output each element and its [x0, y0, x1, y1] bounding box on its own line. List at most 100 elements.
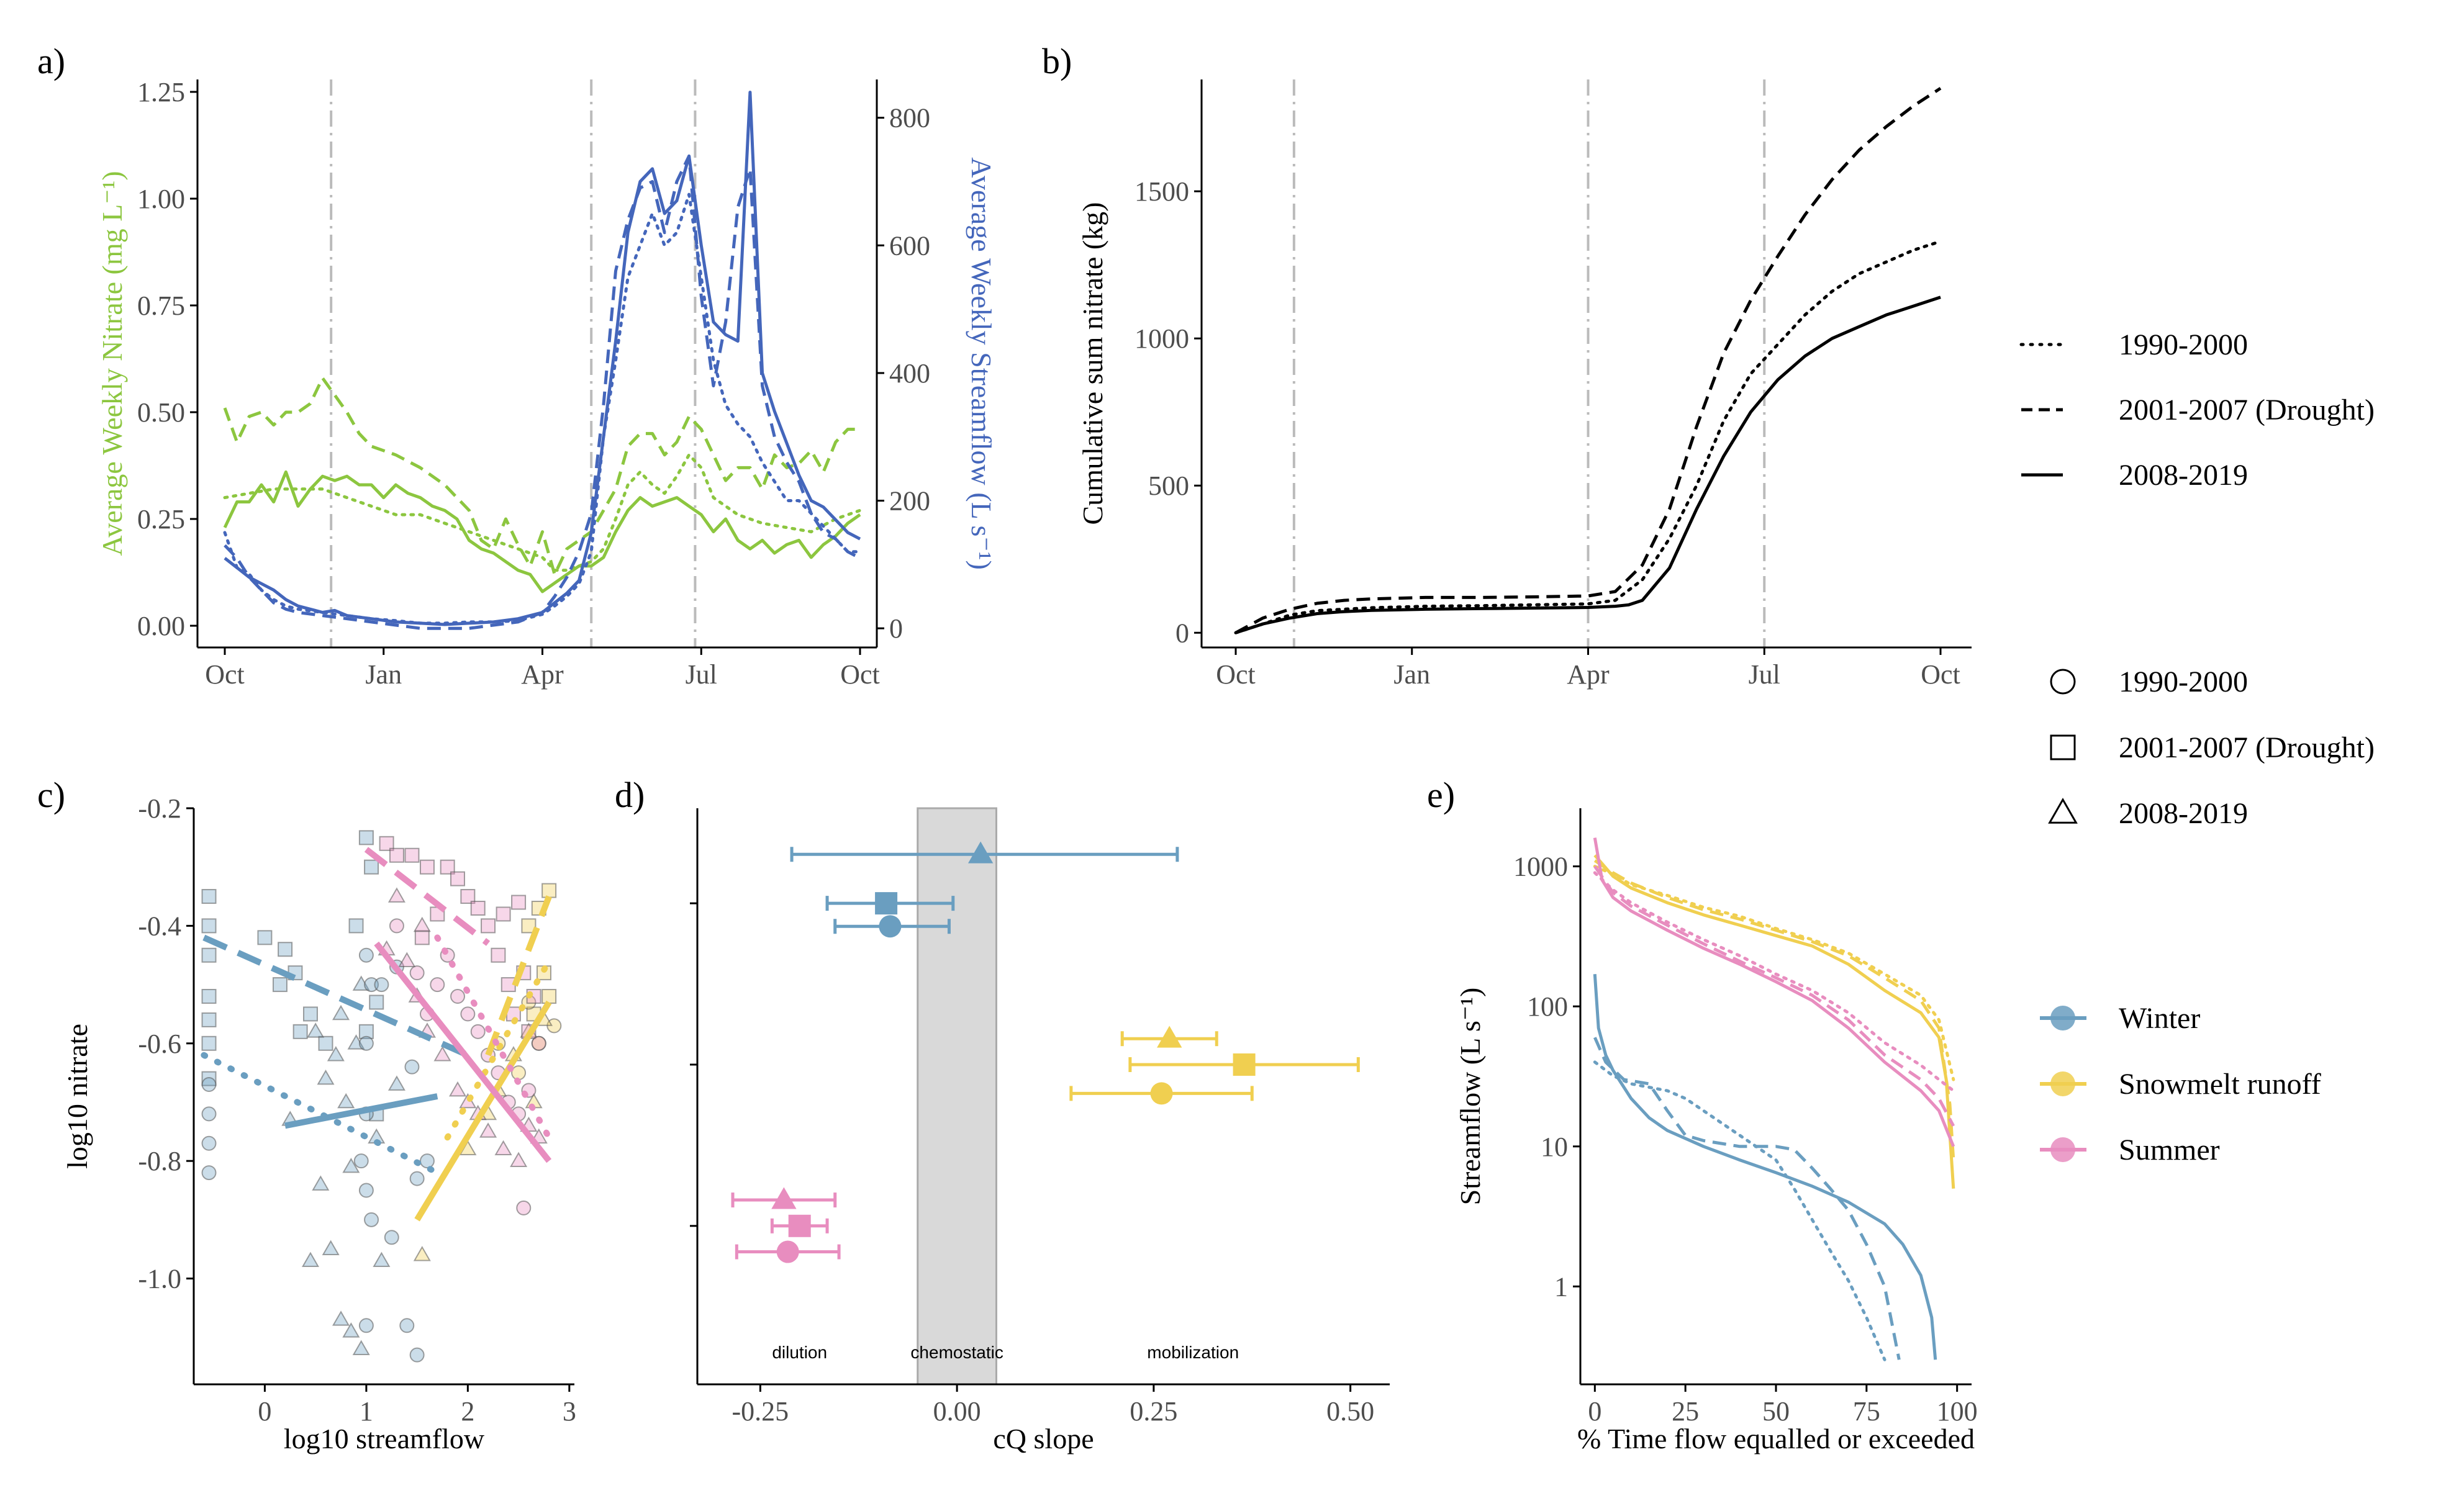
data-point [491, 947, 506, 963]
data-point [541, 989, 557, 1004]
legend-color-dot [2050, 1071, 2075, 1096]
data-point [379, 836, 394, 851]
panel-c: c) -0.2 -0.4 -0.6 -0.8 -1.0 0 1 2 3 log10 streamfl… [37, 775, 576, 1454]
legend-color-dot [2050, 1137, 2075, 1162]
x-tick-label: Apr [1567, 659, 1610, 690]
y-tick-label: 1.00 [137, 184, 185, 214]
legend-color-dot [2050, 1006, 2075, 1030]
y-tick-label: -0.2 [138, 793, 181, 824]
data-point [312, 1175, 330, 1191]
flow-duration-line [1593, 837, 1955, 1147]
y-tick-label: 1500 [1135, 176, 1189, 207]
data-point [364, 859, 379, 875]
x-tick-label: 3 [563, 1396, 576, 1427]
data-point [373, 1251, 391, 1267]
data-point [201, 1135, 217, 1151]
panel-label: a) [37, 41, 65, 81]
y-tick-label: 500 [1148, 471, 1189, 501]
regression-line [485, 895, 552, 1057]
data-point [460, 889, 476, 904]
data-point [387, 887, 405, 903]
y-tick-label: 0.50 [137, 397, 185, 428]
data-point [398, 952, 416, 968]
data-point [511, 895, 527, 910]
data-point [510, 1152, 528, 1167]
y2-tick-label: 0 [889, 613, 903, 644]
data-point [494, 1140, 512, 1156]
streamflow-line [224, 91, 861, 626]
regression-line [284, 1093, 438, 1129]
data-point [201, 918, 217, 934]
region-annotation: mobilization [1147, 1343, 1239, 1362]
data-point [419, 859, 435, 875]
legend-label: Winter [2119, 1002, 2200, 1035]
data-point [516, 1200, 532, 1215]
slope-estimate [1150, 1082, 1173, 1105]
data-point [430, 977, 445, 993]
y2-tick-label: 200 [889, 486, 930, 516]
data-point [409, 965, 425, 981]
y2-tick-label: 400 [889, 358, 930, 389]
regression-line [364, 847, 491, 946]
slope-estimate [879, 915, 902, 938]
y-axis-title: Cumulative sum nitrate (kg) [1077, 202, 1108, 525]
y-tick-label: 10 [1541, 1132, 1568, 1162]
x-tick-label: Jul [686, 659, 717, 690]
legend-label: 1990-2000 [2119, 665, 2248, 698]
data-point [337, 1093, 355, 1109]
data-point [342, 1322, 360, 1338]
x-tick-label: 0 [258, 1396, 271, 1427]
y-axis-title: Streamflow (L s⁻¹) [1454, 988, 1486, 1206]
y-tick-label: -0.4 [138, 911, 181, 941]
data-point [481, 918, 496, 934]
data-point [257, 930, 273, 945]
data-point [358, 947, 374, 963]
regression-line [434, 934, 553, 1141]
data-point [450, 989, 466, 1004]
y2-axis-title: Average Weekly Streamflow (L s⁻¹) [966, 157, 997, 570]
data-point [470, 900, 486, 916]
y-tick-label: -0.8 [138, 1146, 181, 1176]
nitrate-line [223, 470, 861, 593]
x-tick-label: 0.25 [1130, 1396, 1177, 1427]
flow-duration-line [1593, 974, 1937, 1360]
data-point [201, 1071, 217, 1086]
nitrate-line [223, 453, 862, 572]
data-point [201, 1165, 217, 1181]
region-annotation: chemostatic [910, 1343, 1003, 1362]
data-point [433, 1046, 451, 1062]
y-tick-label: 0.00 [137, 611, 185, 641]
data-point [358, 830, 374, 845]
y-tick-label: 1 [1554, 1271, 1568, 1302]
panel-label: d) [615, 775, 645, 815]
data-point [358, 1035, 374, 1051]
data-point [342, 1157, 360, 1173]
x-tick-label: -0.25 [732, 1396, 789, 1427]
data-point [521, 918, 537, 934]
data-point [201, 989, 217, 1004]
flow-duration-line [1593, 854, 1955, 1189]
y-tick-label: -1.0 [138, 1264, 181, 1294]
cumulative-line [1234, 240, 1942, 634]
data-point [460, 1006, 476, 1022]
data-point [364, 977, 379, 993]
panel-a: a) 0.00 0.25 0.50 0.75 1.00 1.25 0 200 400 600 800 O… [37, 41, 997, 690]
x-tick-label: 100 [1937, 1396, 1978, 1427]
regression-line [202, 934, 469, 1058]
cumulative-line [1235, 295, 1941, 634]
data-point [201, 1012, 217, 1027]
slope-estimate [1233, 1053, 1256, 1076]
slope-estimate [776, 1240, 799, 1263]
data-point [201, 947, 217, 963]
data-point [272, 977, 288, 993]
slope-estimate [875, 892, 898, 915]
x-tick-label: Oct [840, 659, 880, 690]
data-point [374, 977, 389, 993]
y-axis-title: log10 nitrate [61, 1024, 93, 1169]
data-point [201, 1077, 217, 1093]
panel-label: e) [1427, 775, 1455, 815]
data-point [387, 1075, 405, 1091]
region-annotation: dilution [772, 1343, 827, 1362]
